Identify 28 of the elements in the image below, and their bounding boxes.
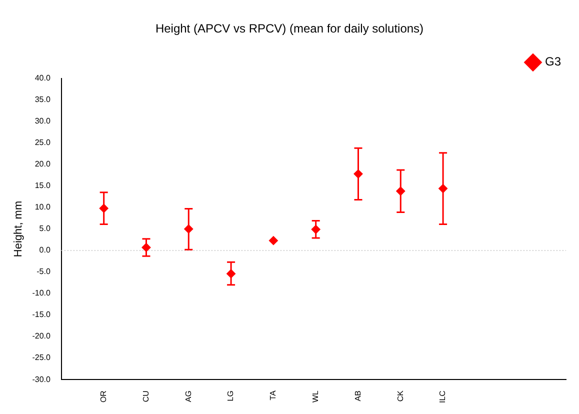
y-tick-label: 30.0 — [34, 116, 51, 126]
y-axis-title: Height, mm — [12, 200, 25, 258]
y-tick-label: 35.0 — [34, 95, 51, 104]
x-tick-label: CU — [141, 390, 150, 402]
y-tick-label: 25.0 — [34, 138, 51, 148]
y-tick-label: 40.0 — [34, 74, 51, 83]
y-tick-label: 5.0 — [39, 224, 51, 234]
chart-title: Height (APCV vs RPCV) (mean for daily solutions) — [155, 22, 424, 36]
x-tick-label: WL — [311, 390, 320, 403]
y-tick-label: -30.0 — [32, 374, 51, 384]
y-tick-label: -5.0 — [36, 267, 51, 276]
y-tick-label: 10.0 — [34, 202, 51, 212]
point — [268, 236, 278, 246]
x-tick-label: TA — [268, 390, 278, 400]
x-tick-label: AB — [353, 390, 362, 402]
y-tick-label: -20.0 — [32, 332, 51, 341]
x-tick-label: CK — [396, 390, 405, 402]
x-tick-label: OR — [99, 390, 108, 403]
y-tick-label: -15.0 — [32, 310, 51, 320]
y-tick-label: -10.0 — [32, 288, 51, 298]
x-tick-label: AG — [184, 390, 193, 402]
y-tick-label: -25.0 — [32, 353, 51, 362]
y-tick-label: 15.0 — [34, 181, 51, 190]
legend-label: G3 — [544, 54, 562, 69]
y-tick-label: 20.0 — [34, 160, 51, 169]
y-tick-label: 0.0 — [39, 246, 51, 255]
x-tick-label: LG — [226, 390, 236, 402]
x-tick-label: ILC — [438, 390, 448, 404]
